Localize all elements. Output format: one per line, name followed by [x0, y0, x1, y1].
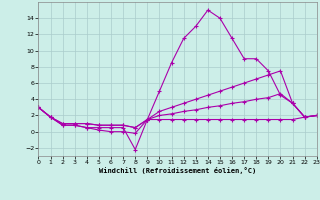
- X-axis label: Windchill (Refroidissement éolien,°C): Windchill (Refroidissement éolien,°C): [99, 167, 256, 174]
